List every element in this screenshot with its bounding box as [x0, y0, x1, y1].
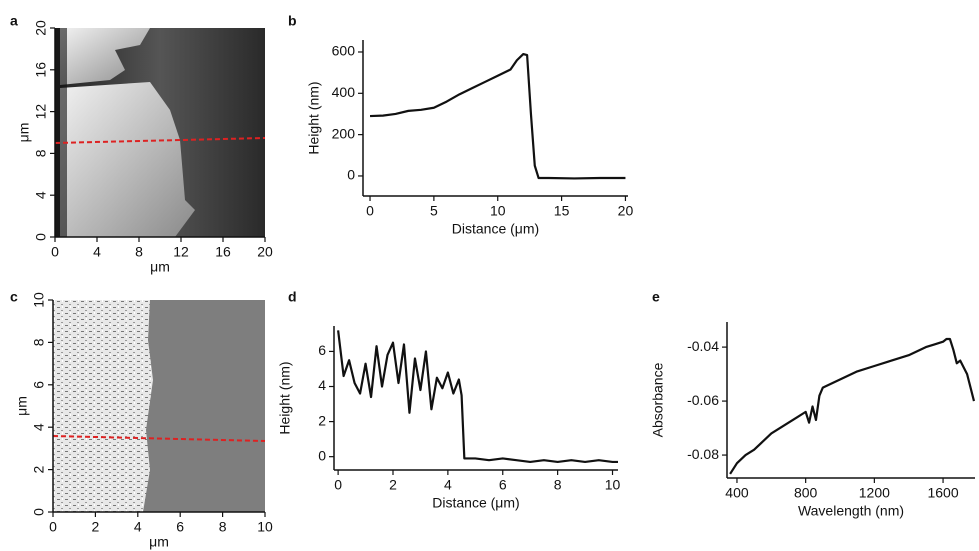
y-axis-label: μm: [16, 123, 32, 143]
x-tick-label: 4: [444, 477, 452, 493]
y-tick-label: 600: [332, 43, 356, 59]
x-tick-label: 4: [93, 244, 101, 260]
x-tick-label: 8: [135, 244, 143, 260]
x-tick-label: 0: [334, 477, 342, 493]
x-tick-label: 10: [490, 203, 506, 219]
y-axis-label: Height (nm): [306, 81, 322, 154]
data-line: [369, 52, 626, 180]
y-tick-label: 12: [33, 104, 49, 120]
y-tick-label: 400: [332, 84, 356, 100]
panel-label: e: [652, 289, 660, 305]
y-tick-label: 4: [31, 423, 47, 431]
x-tick-label: 800: [794, 485, 818, 501]
x-tick-label: 0: [366, 203, 374, 219]
y-tick-label: 6: [31, 381, 47, 389]
x-tick-label: 15: [554, 203, 570, 219]
x-tick-label: 5: [430, 203, 438, 219]
y-tick-label: 0: [318, 447, 326, 463]
data-line: [729, 337, 976, 475]
afm-image-a: [54, 28, 266, 237]
y-tick-label: 6: [318, 342, 326, 358]
y-axis-label: Height (nm): [277, 361, 293, 434]
y-tick-label: 2: [318, 412, 326, 428]
x-tick-label: 6: [499, 477, 507, 493]
y-tick-label: 0: [33, 233, 49, 241]
panel-label: d: [288, 289, 297, 305]
y-tick-label: 0: [31, 508, 47, 516]
y-tick-label: 20: [33, 20, 49, 36]
y-axis-label: μm: [14, 396, 30, 416]
y-tick-label: -0.06: [687, 392, 719, 408]
y-tick-label: 200: [332, 125, 356, 141]
x-tick-label: 2: [92, 519, 100, 535]
y-tick-label: 4: [318, 377, 326, 393]
x-tick-label: 8: [554, 477, 562, 493]
x-tick-label: 6: [176, 519, 184, 535]
y-tick-label: 10: [31, 292, 47, 308]
x-axis-label: μm: [150, 259, 170, 275]
x-tick-label: 400: [725, 485, 749, 501]
y-tick-label: 0: [347, 167, 355, 183]
y-tick-label: 4: [33, 191, 49, 199]
x-tick-label: 2: [389, 477, 397, 493]
y-tick-label: 16: [33, 62, 49, 78]
x-tick-label: 12: [173, 244, 189, 260]
x-tick-label: 4: [134, 519, 142, 535]
x-axis-label: Wavelength (nm): [798, 503, 904, 519]
x-tick-label: 10: [605, 477, 621, 493]
afm-image-c: [52, 300, 266, 512]
y-tick-label: 8: [31, 338, 47, 346]
x-tick-label: 0: [51, 244, 59, 260]
x-axis-label: Distance (μm): [432, 495, 519, 511]
x-tick-label: 16: [215, 244, 231, 260]
x-tick-label: 20: [257, 244, 273, 260]
x-axis-label: Distance (μm): [452, 221, 539, 237]
panel-label: b: [288, 13, 297, 29]
panel-label: c: [10, 289, 18, 305]
x-tick-label: 1200: [859, 485, 890, 501]
x-tick-label: 0: [49, 519, 57, 535]
x-tick-label: 20: [618, 203, 634, 219]
x-axis-label: μm: [149, 534, 169, 550]
x-tick-label: 10: [257, 519, 273, 535]
x-tick-label: 1600: [927, 485, 958, 501]
x-tick-label: 8: [219, 519, 227, 535]
y-tick-label: 8: [33, 149, 49, 157]
y-tick-label: -0.08: [687, 446, 719, 462]
y-axis-label: Absorbance: [650, 362, 666, 437]
y-tick-label: -0.04: [687, 338, 719, 354]
y-tick-label: 2: [31, 465, 47, 473]
data-line: [337, 330, 618, 464]
panel-label: a: [10, 13, 18, 29]
